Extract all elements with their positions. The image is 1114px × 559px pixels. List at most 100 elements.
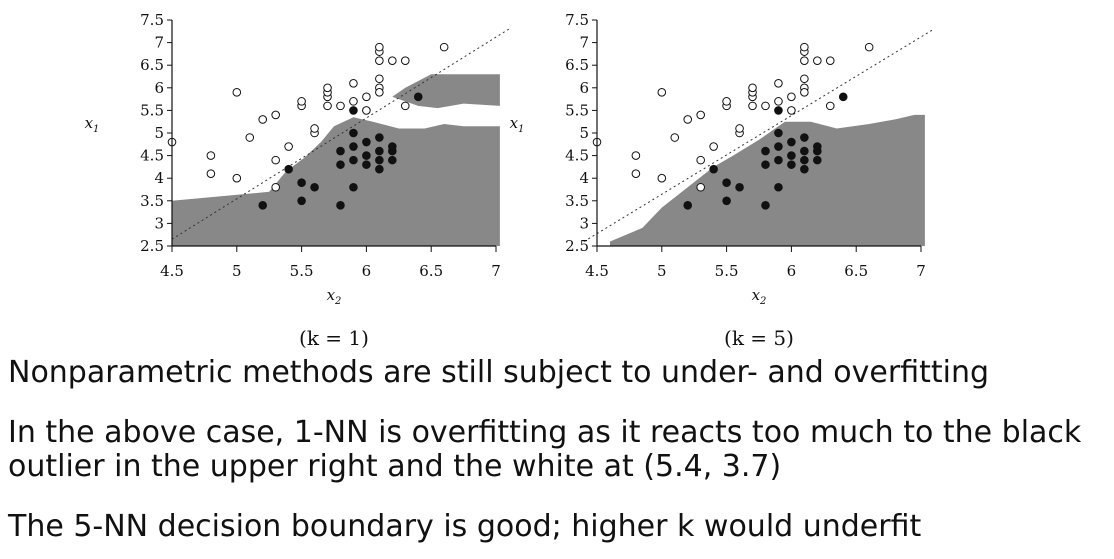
x-tick-label: 5.5 <box>715 262 739 280</box>
knn-plot-k5: 2.5 3 3.5 4 4.5 5 5.5 6 6.5 7 7.5 4.5 5 5.5 6 6.5 7 x2 x1 (… <box>505 0 945 355</box>
bullet-1nn-overfitting: In the above case, 1-NN is overfitting a… <box>8 415 1082 484</box>
y-tick-label: 2.5 <box>565 237 589 255</box>
data-point-black <box>735 182 744 192</box>
data-point-white <box>375 74 384 84</box>
y-tick-label: 3.5 <box>140 192 164 210</box>
data-point-black <box>774 128 783 138</box>
data-point-white <box>349 78 358 88</box>
data-point-white <box>271 110 280 120</box>
x-tick-label: 6.5 <box>844 262 868 280</box>
data-point-white <box>310 124 319 133</box>
x-tick-label: 5.5 <box>290 262 314 280</box>
diagonal-line <box>171 28 510 240</box>
data-point-black <box>683 201 693 210</box>
y-tick-label: 7.5 <box>565 11 589 29</box>
y-tick-label: 5 <box>579 124 589 142</box>
data-point-black <box>722 178 731 188</box>
y-tick-label: 7 <box>579 34 589 52</box>
data-point-white <box>864 42 874 52</box>
data-point-white <box>825 101 835 111</box>
knn-plot-k1: 2.5 3 3.5 4 4.5 5 5.5 6 6.5 7 7.5 4.5 5 5.5 6 6.5 7 x2 x1 (… <box>80 0 520 355</box>
data-point-white <box>774 97 783 106</box>
chart-caption: (k = 1) <box>299 326 369 350</box>
data-point-white <box>232 173 242 183</box>
data-point-white <box>400 101 410 111</box>
data-point-white <box>206 169 216 178</box>
y-tick-label: 3 <box>579 214 589 232</box>
data-point-white <box>400 56 410 65</box>
data-point-white <box>670 133 680 142</box>
data-point-white <box>388 56 397 65</box>
data-point-white <box>813 56 822 65</box>
data-point-black <box>349 182 358 192</box>
data-point-white <box>748 83 757 93</box>
x-tick-label: 7 <box>491 262 501 280</box>
data-point-white <box>271 182 280 192</box>
y-tick-label: 5 <box>154 124 164 142</box>
data-point-black <box>336 160 345 169</box>
data-point-black <box>761 146 770 156</box>
data-point-black <box>258 201 268 210</box>
data-point-black <box>800 164 809 174</box>
data-point-black <box>310 182 319 192</box>
data-point-black <box>375 164 384 174</box>
data-point-white <box>709 142 718 151</box>
data-point-black <box>349 155 358 165</box>
y-tick-label: 5.5 <box>140 101 164 119</box>
data-point-white <box>375 88 384 97</box>
data-point-white <box>748 101 757 111</box>
x-tick-label: 6 <box>362 262 372 280</box>
data-point-white <box>761 101 770 111</box>
data-point-white <box>735 124 744 133</box>
data-point-black <box>336 201 345 210</box>
data-point-white <box>657 173 667 183</box>
data-point-white <box>297 97 306 106</box>
y-tick-label: 6.5 <box>140 56 164 74</box>
data-point-white <box>631 151 641 160</box>
data-point-white <box>631 169 641 178</box>
data-point-black <box>362 160 371 169</box>
data-point-black <box>349 142 358 151</box>
x-tick-label: 5 <box>657 262 667 280</box>
data-point-white <box>336 101 345 111</box>
x-axis-label: x2 <box>752 286 767 307</box>
data-point-black <box>800 155 809 165</box>
data-point-black <box>800 133 809 142</box>
data-point-white <box>271 155 280 165</box>
data-point-white <box>362 106 371 115</box>
y-tick-label: 2.5 <box>140 237 164 255</box>
data-point-black <box>349 106 358 115</box>
data-point-white <box>206 151 216 160</box>
data-point-black <box>388 155 397 165</box>
y-tick-label: 4 <box>154 169 164 187</box>
data-point-black <box>813 142 822 151</box>
data-point-black <box>388 142 397 151</box>
x-tick-label: 7 <box>916 262 926 280</box>
data-point-white <box>323 83 332 93</box>
x-tick-label: 5 <box>232 262 242 280</box>
bullet-5nn-good: The 5-NN decision boundary is good; high… <box>8 509 922 544</box>
data-point-white <box>245 133 255 142</box>
y-tick-label: 7 <box>154 34 164 52</box>
y-tick-label: 6.5 <box>565 56 589 74</box>
bullet-underfitting: Nonparametric methods are still subject … <box>8 355 990 390</box>
decision-region <box>172 117 500 246</box>
data-point-black <box>284 164 293 174</box>
y-tick-label: 3.5 <box>565 192 589 210</box>
data-point-black <box>709 164 718 174</box>
data-point-black <box>722 196 731 206</box>
data-point-black <box>349 128 358 138</box>
data-point-black <box>375 146 384 156</box>
y-tick-label: 5.5 <box>565 101 589 119</box>
data-point-black <box>787 151 796 160</box>
data-point-white <box>284 142 293 151</box>
data-point-white <box>349 97 358 106</box>
y-tick-label: 3 <box>154 214 164 232</box>
data-point-white <box>375 56 384 65</box>
data-point-white <box>696 110 705 120</box>
data-point-white <box>800 74 809 84</box>
data-point-black <box>774 142 783 151</box>
data-point-white <box>232 88 242 97</box>
data-point-black <box>787 137 796 147</box>
chart-svg: 2.5 3 3.5 4 4.5 5 5.5 6 6.5 7 7.5 4.5 5 5.5 6 6.5 7 x2 x1 (… <box>510 11 935 350</box>
